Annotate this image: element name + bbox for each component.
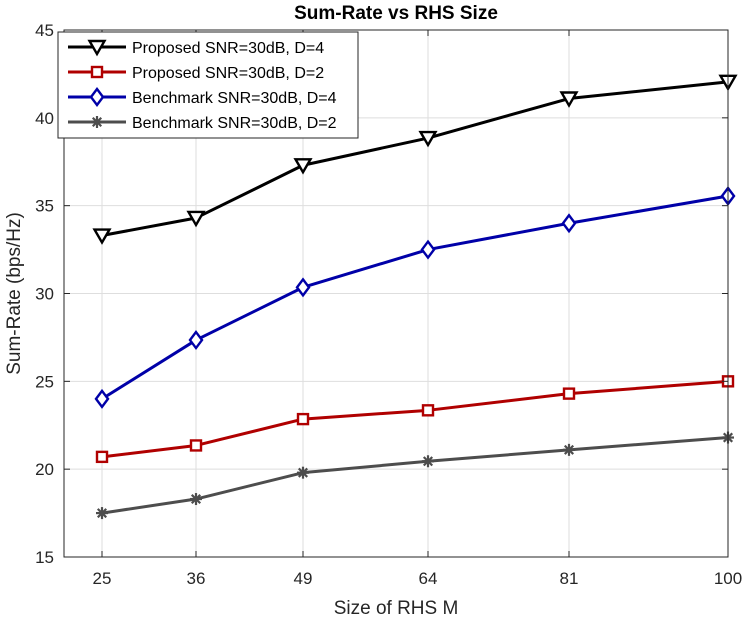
x-axis-label: Size of RHS M <box>334 598 459 619</box>
data-point-square <box>421 404 435 417</box>
data-point-triangle <box>418 130 438 148</box>
legend-label: Benchmark SNR=30dB, D=4 <box>132 90 337 107</box>
data-point-square <box>95 450 109 464</box>
chart-title: Sum-Rate vs RHS Size <box>294 3 498 24</box>
data-point-asterisk <box>96 507 108 520</box>
data-point-square <box>90 65 104 79</box>
data-point-asterisk <box>563 443 575 456</box>
asterisk-stroke <box>297 467 309 478</box>
legend: Proposed SNR=30dB, D=4 Proposed SNR=30dB,… <box>57 31 359 139</box>
data-point-triangle <box>87 39 107 57</box>
series-2 <box>95 375 735 464</box>
data-point-asterisk <box>190 493 202 506</box>
tick-layer: 25 36 49 64 81 100 15 20 25 30 35 40 45 <box>35 21 742 588</box>
series-line <box>101 80 729 238</box>
data-point-asterisk <box>297 466 309 479</box>
x-tick-label: 64 <box>419 569 438 588</box>
asterisk-stroke <box>190 494 202 505</box>
legend-box <box>57 31 359 139</box>
y-tick-label: 40 <box>35 109 54 128</box>
data-point-asterisk <box>422 455 434 468</box>
data-point-triangle <box>293 158 313 175</box>
data-point-triangle <box>92 228 112 245</box>
series-4 <box>96 431 734 520</box>
y-tick-label: 15 <box>35 548 54 567</box>
series-line <box>101 194 729 401</box>
y-tick-label: 20 <box>35 460 54 479</box>
legend-item-3: Benchmark SNR=30dB, D=4 <box>68 87 337 107</box>
data-point-diamond <box>89 87 105 107</box>
series-line <box>101 436 729 515</box>
y-tick-label: 25 <box>35 372 54 391</box>
data-point-square <box>562 387 576 400</box>
data-point-square <box>296 412 310 426</box>
legend-item-2: Proposed SNR=30dB, D=2 <box>68 65 324 82</box>
series-3 <box>94 186 736 409</box>
data-point-diamond <box>420 239 436 260</box>
y-tick-label: 45 <box>35 21 54 40</box>
asterisk-stroke <box>563 444 575 455</box>
data-point-diamond <box>561 213 577 234</box>
data-point-square <box>189 439 203 452</box>
legend-item-4: Benchmark SNR=30dB, D=2 <box>68 115 337 132</box>
legend-item-1: Proposed SNR=30dB, D=4 <box>68 39 324 57</box>
data-point-asterisk <box>91 116 103 128</box>
data-point-triangle <box>559 91 579 108</box>
series-1 <box>92 74 738 245</box>
asterisk-stroke <box>422 456 434 467</box>
series-line <box>101 379 729 459</box>
x-tick-label: 49 <box>294 569 313 588</box>
data-point-triangle <box>186 210 206 228</box>
y-tick-label: 35 <box>35 197 54 216</box>
legend-label: Benchmark SNR=30dB, D=2 <box>132 115 337 132</box>
series-layer <box>92 74 738 520</box>
y-tick-label: 30 <box>35 285 54 304</box>
legend-label: Proposed SNR=30dB, D=2 <box>132 65 324 82</box>
data-point-diamond <box>295 277 311 298</box>
data-point-diamond <box>188 330 204 351</box>
x-tick-label: 25 <box>93 569 112 588</box>
x-tick-label: 100 <box>714 569 742 588</box>
x-tick-label: 81 <box>560 569 579 588</box>
x-tick-label: 36 <box>187 569 206 588</box>
data-point-diamond <box>94 388 110 409</box>
legend-label: Proposed SNR=30dB, D=4 <box>132 40 324 57</box>
asterisk-stroke <box>91 116 103 128</box>
y-axis-label: Sum-Rate (bps/Hz) <box>4 212 25 375</box>
asterisk-stroke <box>96 508 108 519</box>
